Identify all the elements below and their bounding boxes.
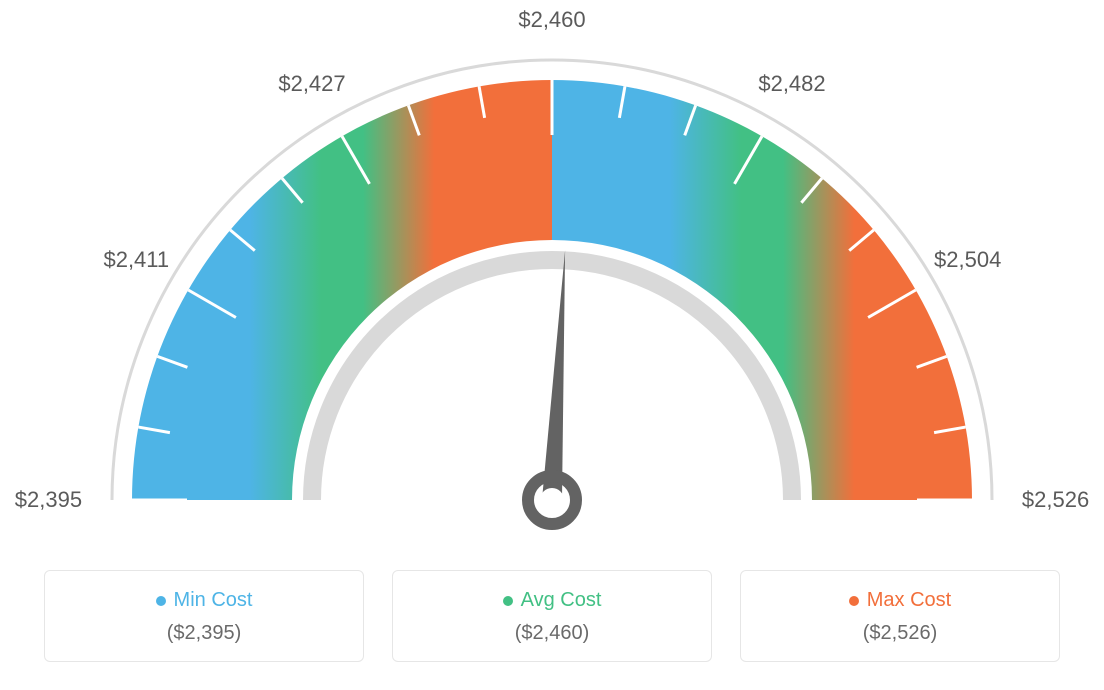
gauge-tick-label: $2,395 (15, 487, 82, 513)
legend-title-avg: Avg Cost (503, 589, 602, 612)
legend-title-min: Min Cost (156, 589, 253, 612)
gauge-tick-label: $2,482 (758, 71, 825, 97)
gauge-tick-label: $2,460 (518, 7, 585, 33)
gauge-band-left (132, 80, 552, 500)
gauge-band-right (552, 80, 972, 500)
dot-avg (503, 596, 513, 606)
dot-max (849, 596, 859, 606)
needle-hub-inner (540, 488, 564, 512)
legend-card-min: Min Cost ($2,395) (44, 570, 364, 662)
gauge-container: $2,395$2,411$2,427$2,460$2,482$2,504$2,5… (20, 20, 1084, 540)
legend-title-max: Max Cost (849, 589, 951, 612)
legend-row: Min Cost ($2,395) Avg Cost ($2,460) Max … (20, 570, 1084, 662)
legend-card-avg: Avg Cost ($2,460) (392, 570, 712, 662)
legend-value-min: ($2,395) (55, 622, 353, 645)
gauge-tick-label: $2,526 (1022, 487, 1089, 513)
dot-min (156, 596, 166, 606)
gauge-tick-label: $2,411 (103, 247, 169, 273)
legend-value-max: ($2,526) (751, 622, 1049, 645)
legend-value-avg: ($2,460) (403, 622, 701, 645)
legend-title-text-max: Max Cost (867, 589, 951, 612)
legend-title-text-avg: Avg Cost (521, 589, 602, 612)
gauge-tick-label: $2,427 (278, 71, 345, 97)
gauge-needle (542, 250, 565, 500)
gauge-tick-label: $2,504 (934, 247, 1001, 273)
legend-card-max: Max Cost ($2,526) (740, 570, 1060, 662)
gauge-svg (20, 20, 1084, 540)
legend-title-text-min: Min Cost (174, 589, 253, 612)
